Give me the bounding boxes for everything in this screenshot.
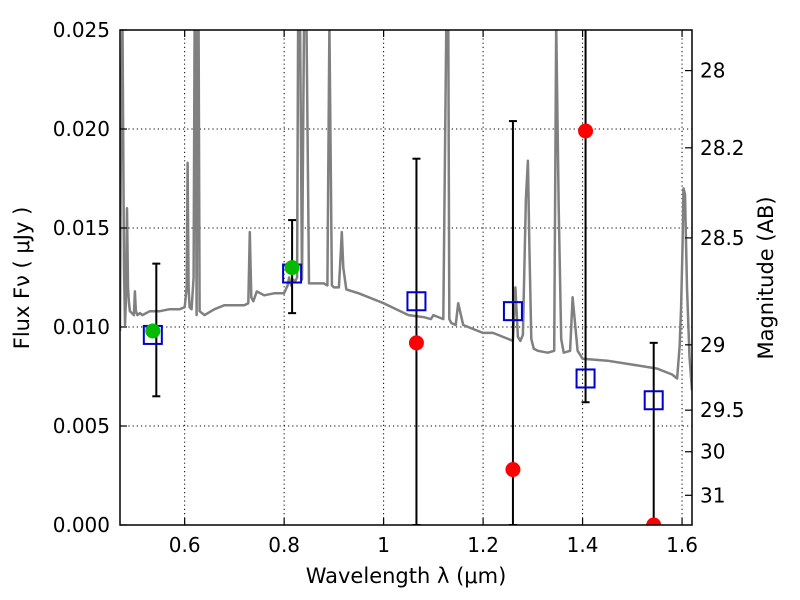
right-tick-label: 28 xyxy=(700,59,725,83)
y-tick-label: 0.005 xyxy=(53,414,110,438)
x-tick-label: 1.2 xyxy=(467,533,499,557)
x-tick-label: 1 xyxy=(377,533,390,557)
observed-point xyxy=(646,517,662,525)
y-tick-label: 0.000 xyxy=(53,513,110,537)
x-tick-label: 1.6 xyxy=(666,533,698,557)
observed-point xyxy=(578,123,594,139)
x-tick-label: 0.6 xyxy=(169,533,201,557)
y-axis-label: Flux Fν ( μJy ) xyxy=(10,207,34,350)
right-tick-label: 29.5 xyxy=(700,398,745,422)
right-tick-label: 28.5 xyxy=(700,226,745,250)
spectrum-line xyxy=(120,30,692,391)
observed-point xyxy=(505,462,521,478)
y-tick-label: 0.025 xyxy=(53,18,110,42)
y-tick-label: 0.020 xyxy=(53,117,110,141)
y-tick-label: 0.010 xyxy=(53,315,110,339)
right-axis-label: Magnitude (AB) xyxy=(754,196,778,359)
model-square-marker xyxy=(406,291,427,312)
plot-area xyxy=(120,30,692,525)
model-square-marker xyxy=(575,368,596,389)
axes-frame xyxy=(119,29,693,526)
right-tick-label: 29 xyxy=(700,333,725,357)
right-tick-label: 30 xyxy=(700,440,725,464)
x-tick-label: 0.8 xyxy=(268,533,300,557)
model-square-marker xyxy=(643,390,664,411)
x-axis-label: Wavelength λ (μm) xyxy=(306,564,507,588)
model-square-marker xyxy=(502,301,523,322)
green-point xyxy=(284,260,300,276)
x-tick-label: 1.4 xyxy=(567,533,599,557)
axis-ticks: 0.6 0.8 1 1.2 1.4 1.6 0.000 0.005 0.010 0.015 0.02… xyxy=(53,18,745,557)
y-tick-label: 0.015 xyxy=(53,216,110,240)
observed-point xyxy=(408,335,424,351)
right-tick-label: 31 xyxy=(700,483,725,507)
green-point xyxy=(145,323,161,339)
right-tick-label: 28.2 xyxy=(700,136,745,160)
